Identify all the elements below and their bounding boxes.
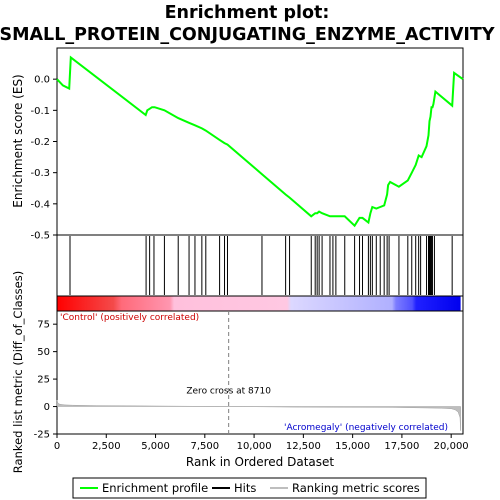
legend-box <box>72 477 427 499</box>
x-tick-label: 10,000 <box>237 441 272 452</box>
metric-y-tick-label: 50 <box>37 347 50 358</box>
x-tick-label: 2,500 <box>92 441 121 452</box>
metric-panel: 75 50 25 0 -25 0 2,500 5,000 7,500 10,000 12,500 1… <box>11 271 469 473</box>
es-plot-frame <box>56 47 464 236</box>
hits-panel <box>56 234 464 297</box>
positive-correlation-label: 'Control' (positively correlated) <box>60 313 199 323</box>
es-y-tick-label: -0.5 <box>30 231 50 242</box>
x-tick-label: 5,000 <box>141 441 170 452</box>
ranking-metric-area <box>56 399 461 431</box>
metric-y-tick-label: 75 <box>37 320 50 331</box>
metric-y-tick-label: 25 <box>37 375 50 386</box>
es-y-tick-label: -0.4 <box>30 199 50 210</box>
x-tick-label: 12,500 <box>286 441 321 452</box>
legend-hits-label: Hits <box>234 481 256 495</box>
es-y-ticks: 0.0 -0.1 -0.2 -0.3 -0.4 -0.5 <box>30 75 57 242</box>
es-y-tick-label: -0.3 <box>30 168 50 179</box>
color-bar-gradient <box>57 296 461 311</box>
enrichment-profile-line <box>56 55 464 228</box>
metric-x-ticks: 0 2,500 5,000 7,500 10,000 12,500 15,000 17,500… <box>54 434 469 452</box>
hit-lines <box>69 236 453 295</box>
es-y-tick-label: 0.0 <box>34 75 50 86</box>
chart-title-line2: SMALL_PROTEIN_CONJUGATING_ENZYME_ACTIVIT… <box>0 25 495 45</box>
hits-frame <box>56 234 464 297</box>
metric-frame <box>56 310 464 435</box>
legend: Enrichment profile Hits Ranking metric s… <box>72 477 427 499</box>
x-axis-label: Rank in Ordered Dataset <box>186 455 334 469</box>
negative-correlation-label: 'Acromegaly' (negatively correlated) <box>284 423 448 433</box>
rank-color-bar <box>56 295 464 312</box>
x-tick-label: 0 <box>54 441 60 452</box>
zero-cross-label: Zero cross at 8710 <box>186 386 271 396</box>
chart-title-line1: Enrichment plot: <box>165 3 330 23</box>
x-tick-label: 7,500 <box>190 441 219 452</box>
metric-y-tick-label: -25 <box>34 430 50 441</box>
es-panel: 0.0 -0.1 -0.2 -0.3 -0.4 -0.5 Enrichment score… <box>11 47 464 242</box>
legend-metric-label: Ranking metric scores <box>292 481 420 495</box>
es-y-tick-label: -0.2 <box>30 137 50 148</box>
es-y-tick-label: -0.1 <box>30 106 50 117</box>
x-tick-label: 15,000 <box>335 441 370 452</box>
metric-y-tick-label: 0 <box>44 402 50 413</box>
metric-y-ticks: 75 50 25 0 -25 <box>34 320 57 441</box>
es-y-axis-label: Enrichment score (ES) <box>11 74 25 207</box>
x-tick-label: 17,500 <box>384 441 419 452</box>
metric-y-axis-label: Ranked list metric (Diff_of_Classes) <box>11 271 25 473</box>
x-tick-label: 20,000 <box>434 441 469 452</box>
legend-profile-label: Enrichment profile <box>102 481 208 495</box>
